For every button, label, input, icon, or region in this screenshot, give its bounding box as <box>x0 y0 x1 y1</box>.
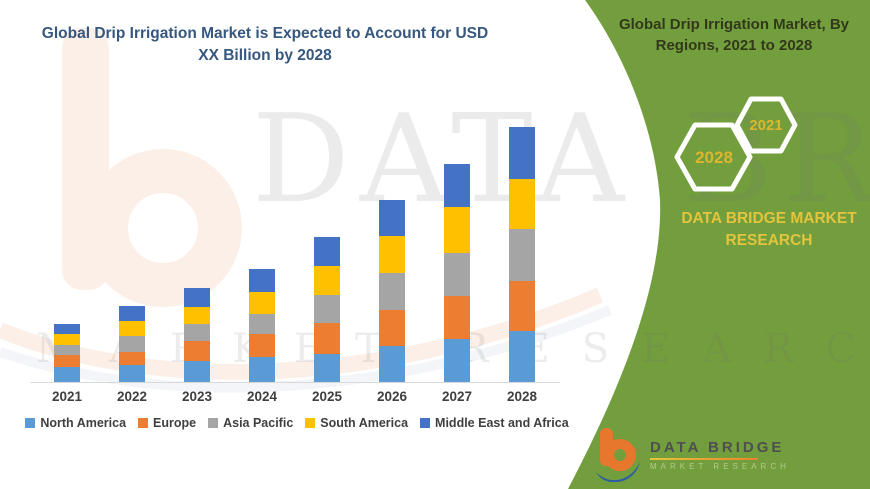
bars <box>54 127 535 382</box>
bar-2028 <box>509 127 535 382</box>
bar-segment <box>249 314 275 334</box>
bar-segment <box>444 339 470 382</box>
x-label-2027: 2027 <box>441 389 473 404</box>
bar-segment <box>314 237 340 266</box>
legend-swatch <box>25 418 36 428</box>
bar-segment <box>509 229 535 281</box>
bar-segment <box>184 361 210 382</box>
bar-segment <box>54 324 80 334</box>
logo-text-block: DATA BRIDGE MARKET RESEARCH <box>650 428 790 471</box>
legend-item: North America <box>25 416 126 430</box>
logo-name: DATA BRIDGE <box>650 439 785 456</box>
x-label-2028: 2028 <box>506 389 538 404</box>
bar-segment <box>379 200 405 236</box>
bar-segment <box>54 367 80 382</box>
bar-2025 <box>314 237 340 382</box>
bar-segment <box>54 345 80 355</box>
legend-label: North America <box>40 416 127 430</box>
hexagon-2028: 2028 <box>674 122 753 192</box>
bar-segment <box>314 295 340 323</box>
x-label-2022: 2022 <box>116 389 148 404</box>
year-hexagons: 2021 2028 <box>674 96 798 192</box>
bar-segment <box>119 365 145 382</box>
bar-segment <box>509 281 535 331</box>
bar-segment <box>249 269 275 292</box>
legend-label: Asia Pacific <box>223 416 294 430</box>
x-axis-labels: 2021 2022 2023 2024 2025 2026 2027 2028 <box>51 389 538 404</box>
brand-text-line2: RESEARCH <box>725 232 813 249</box>
x-label-2026: 2026 <box>376 389 408 404</box>
bar-segment <box>184 307 210 324</box>
bar-segment <box>314 266 340 295</box>
bar-segment <box>444 253 470 296</box>
bar-segment <box>314 354 340 382</box>
bar-segment <box>119 352 145 365</box>
legend-swatch <box>420 418 431 428</box>
bar-2022 <box>119 306 145 382</box>
footer-logo: DATA BRIDGE MARKET RESEARCH <box>594 428 790 482</box>
bar-segment <box>379 273 405 310</box>
bar-segment <box>184 324 210 341</box>
data-bridge-logo-icon <box>596 428 640 482</box>
bar-segment <box>379 236 405 273</box>
logo-subtext: MARKET RESEARCH <box>650 462 790 471</box>
logo-underline <box>650 458 758 460</box>
bar-segment <box>509 331 535 382</box>
bar-segment <box>54 334 80 345</box>
legend-swatch <box>138 418 149 428</box>
bar-segment <box>444 296 470 339</box>
legend-item: Middle East and Africa <box>420 416 569 430</box>
bar-segment <box>119 321 145 336</box>
bar-segment <box>314 323 340 354</box>
bar-2021 <box>54 324 80 382</box>
legend-item: Asia Pacific <box>208 416 293 430</box>
x-label-2021: 2021 <box>51 389 83 404</box>
bar-segment <box>509 127 535 179</box>
hexagon-2021-label: 2021 <box>749 117 782 134</box>
x-label-2024: 2024 <box>246 389 278 404</box>
bar-segment <box>379 310 405 346</box>
legend-item: South America <box>305 416 408 430</box>
bar-2027 <box>444 164 470 382</box>
bar-2024 <box>249 269 275 382</box>
legend-label: Europe <box>153 416 197 430</box>
legend-label: Middle East and Africa <box>435 416 569 430</box>
bar-segment <box>119 336 145 352</box>
bar-segment <box>509 179 535 229</box>
bar-segment <box>444 207 470 253</box>
chart-title: Global Drip Irrigation Market is Expecte… <box>41 25 489 64</box>
legend-swatch <box>208 418 219 428</box>
brand-text-line1: DATA BRIDGE MARKET <box>681 210 857 227</box>
bar-segment <box>444 164 470 207</box>
x-axis-line <box>30 382 560 383</box>
bar-segment <box>249 357 275 382</box>
legend-item: Europe <box>138 416 196 430</box>
chart-legend: North America Europe Asia Pacific South Ame… <box>18 416 576 430</box>
hexagon-2028-label: 2028 <box>695 148 733 167</box>
bar-segment <box>379 346 405 382</box>
bar-segment <box>249 292 275 314</box>
bar-segment <box>119 306 145 321</box>
hexagon-2021: 2021 <box>734 96 798 154</box>
x-label-2023: 2023 <box>181 389 213 404</box>
bar-segment <box>54 355 80 367</box>
bar-segment <box>249 334 275 357</box>
bar-2023 <box>184 288 210 382</box>
bar-segment <box>184 341 210 361</box>
legend-label: South America <box>320 416 409 430</box>
bar-segment <box>184 288 210 307</box>
panel-title: Global Drip Irrigation Market, By Region… <box>618 16 850 54</box>
legend-swatch <box>305 418 316 428</box>
brand-text: DATA BRIDGE MARKET RESEARCH <box>638 208 870 252</box>
x-label-2025: 2025 <box>311 389 343 404</box>
bar-2026 <box>379 200 405 382</box>
